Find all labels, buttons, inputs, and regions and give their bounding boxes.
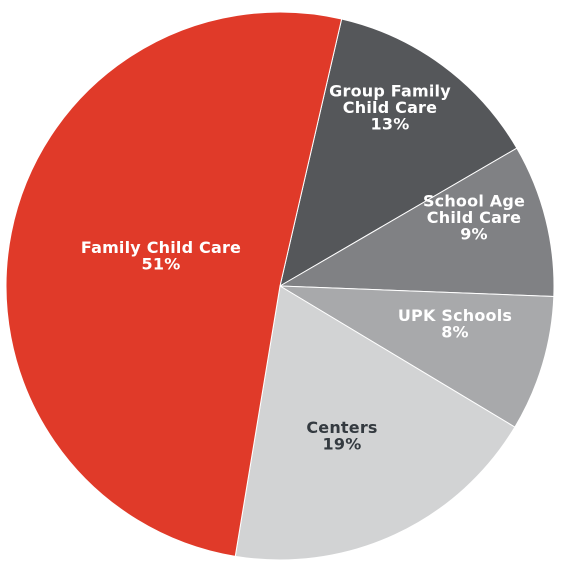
- slice-name-label: UPK Schools: [398, 306, 512, 325]
- slice-name-label: Child Care: [343, 98, 437, 117]
- slice-value-label: 13%: [371, 115, 410, 134]
- pie-slice-1: [278, 147, 555, 298]
- pie-slice-2: [279, 285, 555, 428]
- slice-value-label: 51%: [142, 254, 181, 273]
- slice-name-label: Child Care: [427, 208, 521, 227]
- pie-slice-4: [5, 11, 343, 557]
- slice-name-label: Centers: [306, 418, 377, 437]
- slice-name-label: Group Family: [329, 82, 451, 101]
- slice-value-label: 19%: [323, 434, 362, 453]
- pie-slice-0: [279, 18, 518, 288]
- slice-value-label: 8%: [441, 322, 469, 341]
- slice-value-label: 9%: [460, 225, 488, 244]
- slice-name-label: Family Child Care: [81, 238, 241, 257]
- slice-name-label: School Age: [423, 192, 525, 211]
- pie-slices: [5, 11, 555, 561]
